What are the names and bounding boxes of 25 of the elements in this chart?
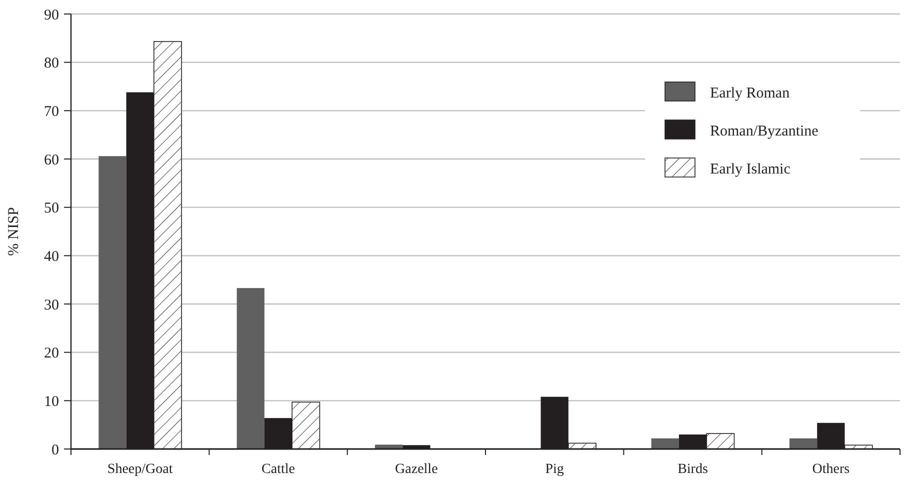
bar	[98, 156, 126, 449]
y-tick-label: 70	[44, 104, 59, 120]
y-tick-label: 90	[44, 7, 59, 24]
x-tick-label: Birds	[678, 462, 708, 477]
x-tick-label: Sheep/Goat	[107, 462, 173, 477]
x-tick-label: Others	[812, 462, 850, 477]
y-tick-label: 40	[44, 248, 59, 265]
y-tick-label: 20	[44, 346, 59, 362]
legend-label: Roman/Byzantine	[710, 123, 819, 140]
bar	[651, 438, 679, 449]
bar	[374, 444, 403, 449]
y-axis-title: % NISP	[6, 207, 22, 256]
y-tick-label: 50	[44, 200, 59, 217]
legend-label: Early Roman	[710, 85, 790, 102]
bar	[236, 288, 264, 449]
y-tick-label: 80	[44, 56, 59, 72]
y-tick-label: 30	[44, 297, 59, 314]
y-tick-label: 60	[44, 152, 59, 168]
x-tick-label: Cattle	[262, 462, 295, 477]
x-tick-label: Pig	[545, 462, 564, 477]
legend-label: Early Islamic	[710, 161, 791, 178]
bar	[789, 438, 818, 449]
y-tick-label: 10	[44, 394, 59, 410]
y-tick-label: 0	[52, 442, 59, 458]
x-tick-label: Gazelle	[395, 462, 438, 477]
